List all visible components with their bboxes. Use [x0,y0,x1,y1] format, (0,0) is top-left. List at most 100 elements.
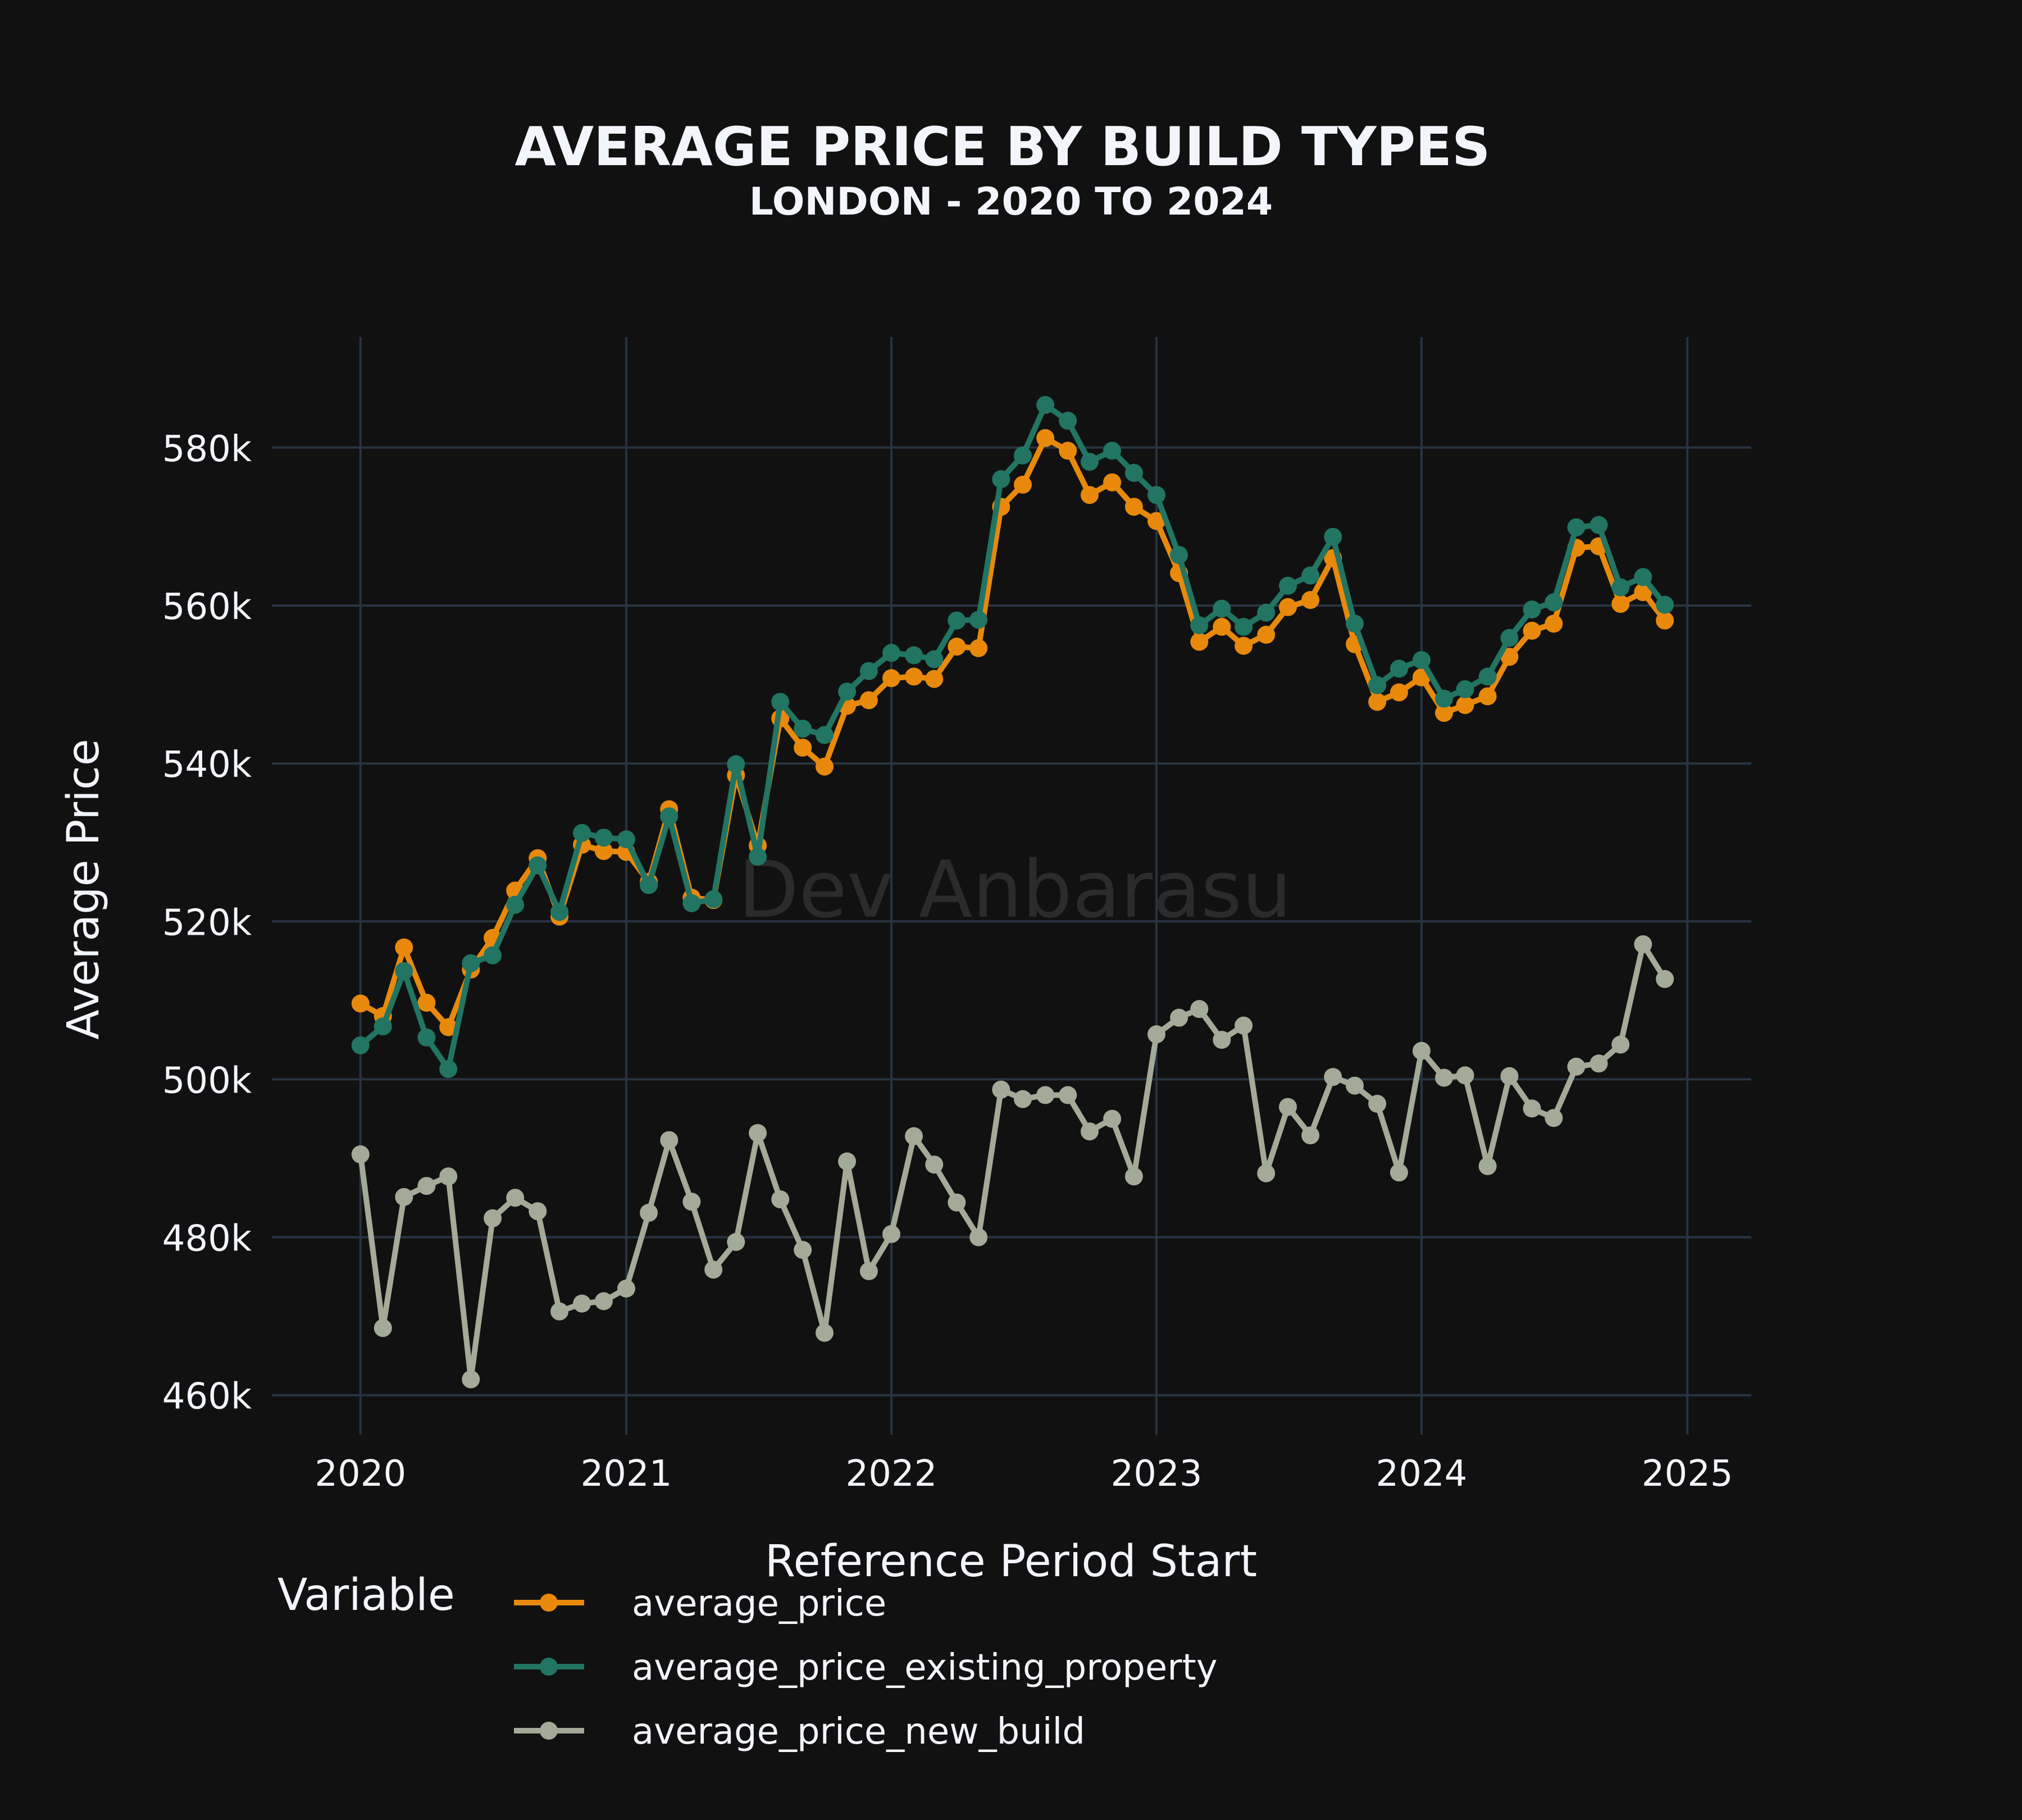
x-tick-label: 2020 [315,1453,406,1495]
data-point [1523,621,1541,640]
data-point [573,1294,591,1313]
data-point [882,1225,900,1243]
data-point [1147,486,1165,504]
data-point [859,691,878,709]
data-point [1590,516,1608,534]
data-point [1478,1157,1497,1175]
x-tick-label: 2022 [846,1453,937,1495]
data-point [682,1193,701,1211]
data-point [1634,568,1652,586]
data-point [1081,1122,1099,1141]
data-point [771,693,790,711]
data-point [617,830,635,849]
data-point [905,646,923,665]
data-point [1324,527,1342,546]
data-point [882,669,900,688]
data-point [640,876,658,894]
data-point [1301,591,1320,609]
data-point [1036,429,1055,447]
data-point [640,1204,658,1222]
chart-subtitle: LONDON - 2020 TO 2024 [749,180,1273,224]
data-point [838,683,857,701]
data-point [1523,600,1541,618]
data-point [1301,566,1320,585]
data-point [704,890,723,908]
data-point [1634,583,1652,602]
plot-area [351,395,1674,1389]
data-point [1435,1068,1453,1087]
data-point [948,611,966,630]
data-point [484,946,502,964]
data-point [1478,687,1497,706]
y-tick-label: 540k [162,744,252,786]
data-point [417,1028,436,1046]
grid [272,337,1751,1435]
data-point [1036,395,1055,414]
data-point [794,720,812,738]
data-point [529,1202,547,1221]
data-point [439,1167,458,1186]
data-point [1634,935,1652,953]
data-point [1412,1041,1431,1060]
x-tick-label: 2024 [1376,1453,1468,1495]
data-point [1456,696,1474,715]
data-point [1190,633,1209,651]
data-point [882,644,900,662]
x-tick-label: 2021 [581,1453,672,1495]
data-point [351,1036,370,1054]
data-point [1368,1095,1387,1113]
x-tick-label: 2023 [1111,1453,1203,1495]
data-point [594,829,613,847]
data-point [1478,667,1497,686]
data-point [727,1233,745,1251]
data-point [660,807,678,826]
data-point [1103,473,1122,492]
data-point [969,611,988,629]
data-point [594,1292,613,1311]
data-point [1500,629,1519,647]
data-point [617,1279,635,1298]
series-average_price_existing_property [351,395,1674,1079]
data-point [948,1193,966,1212]
data-point [1081,486,1099,504]
data-point [1656,595,1674,614]
y-axis: 460k 480k 500k 520k 540k 560k 580k [162,429,252,1418]
data-point [859,662,878,680]
data-point [550,1302,569,1321]
data-point [749,1124,767,1142]
data-point [1147,1025,1165,1044]
data-point [1213,1031,1231,1049]
data-point [1567,518,1586,536]
legend-title: Variable [277,1570,455,1621]
data-point [1059,1086,1077,1104]
data-point [506,895,525,914]
data-point [905,667,923,686]
series-average_price_new_build [351,935,1674,1389]
chart-title: AVERAGE PRICE BY BUILD TYPES [515,116,1491,178]
data-point [573,823,591,842]
data-point [1611,1035,1630,1054]
data-point [1390,1163,1408,1182]
data-point [374,1017,392,1036]
data-point [1257,1164,1276,1182]
legend-item: average_price [514,1583,886,1625]
data-point [1257,626,1276,644]
data-point [1036,1086,1055,1104]
data-point [374,1319,392,1337]
data-point [1170,1008,1188,1027]
data-point [794,1241,812,1259]
data-point [948,638,966,656]
data-point [1656,970,1674,988]
data-point [439,1018,458,1036]
data-point [1235,636,1253,655]
data-point [1435,704,1453,722]
legend-label: average_price [632,1583,886,1625]
legend-label: average_price_new_build [632,1711,1085,1753]
data-point [1611,578,1630,597]
data-point [1190,616,1209,635]
data-point [1103,442,1122,460]
data-point [1081,453,1099,471]
data-point [1235,1016,1253,1035]
y-tick-label: 500k [162,1060,252,1102]
